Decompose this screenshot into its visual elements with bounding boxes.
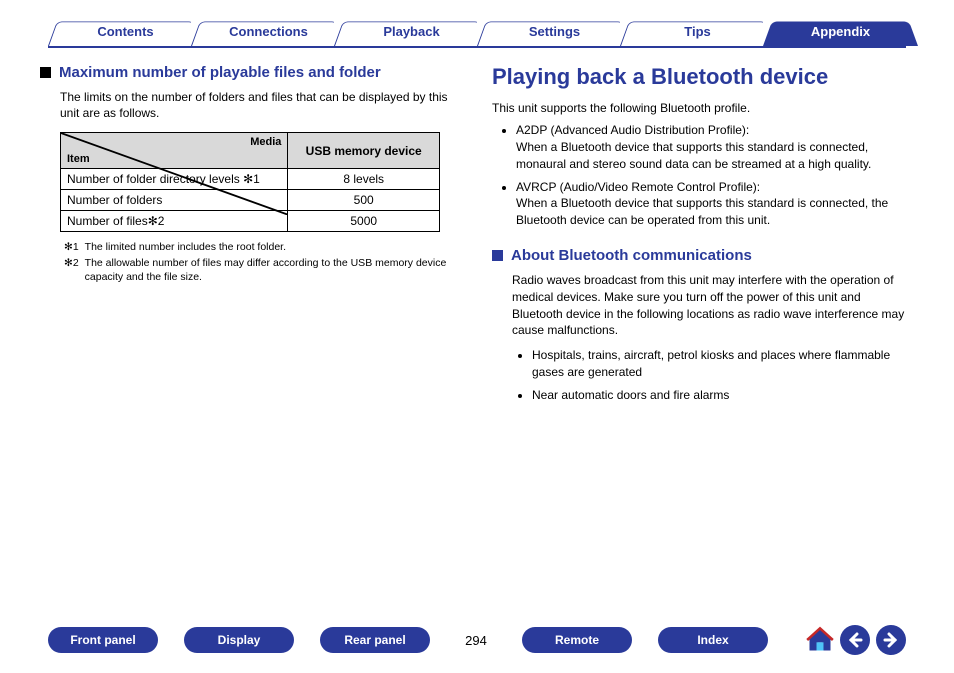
bottom-bar: Front panel Display Rear panel 294 Remot… [0, 625, 954, 655]
display-button[interactable]: Display [184, 627, 294, 653]
tab-appendix[interactable]: Appendix [763, 18, 918, 46]
left-column: Maximum number of playable files and fol… [40, 64, 462, 410]
rear-panel-button[interactable]: Rear panel [320, 627, 430, 653]
square-bullet-icon [40, 67, 51, 78]
nav-icons [806, 625, 906, 655]
sub-section: About Bluetooth communications Radio wav… [492, 247, 914, 404]
left-heading-text: Maximum number of playable files and fol… [59, 64, 381, 81]
footnotes: ✻1The limited number includes the root f… [64, 240, 462, 285]
list-item: A2DP (Advanced Audio Distribution Profil… [516, 122, 914, 172]
home-icon[interactable] [806, 626, 834, 654]
warning-list: Hospitals, trains, aircraft, petrol kios… [532, 347, 914, 403]
corner-media-label: Media [250, 136, 281, 148]
list-item: Near automatic doors and fire alarms [532, 387, 914, 404]
page-number: 294 [456, 633, 496, 648]
list-item: AVRCP (Audio/Video Remote Control Profil… [516, 179, 914, 229]
tab-connections[interactable]: Connections [191, 18, 346, 46]
left-heading: Maximum number of playable files and fol… [40, 64, 462, 81]
left-intro: The limits on the number of folders and … [60, 89, 462, 123]
remote-button[interactable]: Remote [522, 627, 632, 653]
right-intro: This unit supports the following Bluetoo… [492, 100, 914, 117]
tab-playback[interactable]: Playback [334, 18, 489, 46]
tab-contents[interactable]: Contents [48, 18, 203, 46]
list-item: Hospitals, trains, aircraft, petrol kios… [532, 347, 914, 381]
profile-list: A2DP (Advanced Audio Distribution Profil… [516, 122, 914, 229]
index-button[interactable]: Index [658, 627, 768, 653]
next-button[interactable] [876, 625, 906, 655]
main-content: Maximum number of playable files and fol… [0, 48, 954, 410]
top-tabs: Contents Connections Playback Settings T… [0, 0, 954, 46]
table-col-header: USB memory device [288, 133, 440, 169]
footnote-text: The limited number includes the root fol… [85, 240, 286, 254]
prev-button[interactable] [840, 625, 870, 655]
tab-settings[interactable]: Settings [477, 18, 632, 46]
table-corner-cell: Media Item [61, 133, 288, 169]
sub-body: Radio waves broadcast from this unit may… [512, 272, 914, 339]
right-column: Playing back a Bluetooth device This uni… [492, 64, 914, 410]
footnote-text: The allowable number of files may differ… [85, 256, 462, 284]
sub-heading: About Bluetooth communications [492, 247, 914, 264]
square-bullet-icon [492, 250, 503, 261]
corner-item-label: Item [67, 153, 90, 165]
right-title: Playing back a Bluetooth device [492, 64, 914, 90]
front-panel-button[interactable]: Front panel [48, 627, 158, 653]
limits-table: Media Item USB memory device Number of f… [60, 132, 440, 232]
tab-tips[interactable]: Tips [620, 18, 775, 46]
sub-heading-text: About Bluetooth communications [511, 247, 752, 264]
